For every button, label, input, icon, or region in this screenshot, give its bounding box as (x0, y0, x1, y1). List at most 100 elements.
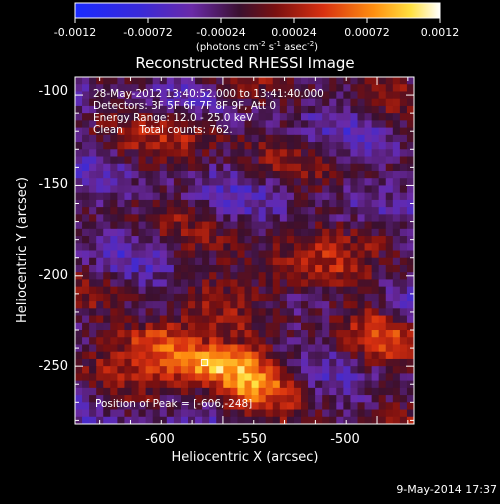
peak-position-label: Position of Peak = [-606,-248] (95, 398, 252, 410)
heatmap-cell (117, 293, 126, 302)
heatmap-cell (173, 409, 182, 418)
heatmap-cell (82, 228, 90, 237)
heatmap-cell (216, 344, 224, 353)
heatmap-cell (89, 387, 97, 396)
heatmap-cell (237, 358, 246, 367)
heatmap-cell (188, 236, 196, 244)
heatmap-cell (385, 163, 394, 172)
heatmap-cell (392, 358, 401, 367)
heatmap-cell (145, 337, 154, 346)
heatmap-cell (180, 156, 189, 165)
heatmap-cell (237, 113, 246, 121)
heatmap-cell (357, 395, 366, 403)
heatmap-cell (251, 192, 260, 201)
heatmap-cell (166, 301, 175, 309)
heatmap-cell (279, 113, 288, 121)
heatmap-cell (173, 127, 182, 136)
heatmap-cell (124, 142, 133, 150)
heatmap-cell (406, 358, 414, 367)
heatmap-cell (124, 344, 133, 353)
heatmap-cell (399, 366, 408, 374)
heatmap-cell (82, 308, 90, 317)
x-tick-label: -550 (237, 432, 267, 447)
heatmap-cell (279, 257, 288, 266)
heatmap-cell (138, 351, 147, 360)
heatmap-cell (209, 344, 217, 353)
heatmap-cell (272, 337, 281, 346)
heatmap-cell (89, 120, 97, 129)
heatmap-cell (244, 373, 253, 382)
heatmap-cell (152, 395, 161, 403)
heatmap-cell (385, 409, 394, 418)
heatmap-cell (399, 322, 408, 331)
heatmap-cell (166, 178, 175, 187)
heatmap-cell (131, 264, 140, 273)
heatmap-cell (237, 199, 246, 208)
heatmap-cell (131, 416, 140, 424)
heatmap-cell (251, 264, 260, 273)
heatmap-cell (392, 156, 401, 165)
heatmap-cell (173, 134, 182, 143)
heatmap-cell (329, 207, 337, 215)
heatmap-cell (237, 279, 246, 288)
heatmap-cell (237, 286, 246, 295)
heatmap-cell (301, 98, 309, 107)
heatmap-cell (251, 301, 260, 309)
heatmap-cell (96, 301, 104, 309)
heatmap-cell (152, 358, 161, 367)
heatmap-cell (117, 77, 126, 85)
heatmap-cell (315, 134, 323, 143)
heatmap-cell (138, 409, 147, 418)
heatmap-cell (89, 301, 97, 309)
heatmap-cell (159, 380, 168, 389)
heatmap-cell (75, 84, 83, 93)
heatmap-cell (237, 228, 246, 237)
heatmap-cell (89, 286, 97, 295)
heatmap-cell (293, 243, 302, 252)
heatmap-cell (159, 257, 168, 266)
heatmap-cell (180, 373, 189, 382)
heatmap-cell (329, 337, 337, 346)
heatmap-cell (322, 315, 330, 324)
heatmap-cell (265, 402, 274, 411)
heatmap-cell (357, 156, 366, 165)
heatmap-cell (110, 264, 118, 273)
heatmap-cell (103, 221, 111, 230)
heatmap-cell (216, 337, 224, 346)
heatmap-cell (159, 236, 168, 244)
heatmap-cell (301, 236, 309, 244)
heatmap-cell (230, 105, 239, 114)
heatmap-cell (251, 149, 260, 158)
heatmap-cell (364, 243, 373, 252)
heatmap-cell (152, 207, 161, 215)
heatmap-cell (293, 315, 302, 324)
heatmap-cell (209, 243, 217, 252)
heatmap-cell (180, 402, 189, 411)
heatmap-cell (237, 293, 246, 302)
heatmap-cell (124, 134, 133, 143)
heatmap-cell (244, 293, 253, 302)
heatmap-cell (286, 395, 295, 403)
colorbar-ticks (74, 18, 441, 23)
heatmap-cell (293, 250, 302, 259)
heatmap-cell (223, 286, 231, 295)
heatmap-cell (103, 250, 111, 259)
heatmap-cell (279, 373, 288, 382)
heatmap-cell (110, 192, 118, 201)
heatmap-cell (251, 337, 260, 346)
heatmap-cell (152, 91, 161, 100)
heatmap-cell (286, 351, 295, 360)
heatmap-cell (89, 178, 97, 187)
heatmap-cell (89, 142, 97, 150)
heatmap-cell (272, 308, 281, 317)
heatmap-cell (195, 77, 203, 85)
heatmap-cell (180, 178, 189, 187)
heatmap-cell (251, 395, 260, 403)
heatmap-cell (131, 373, 140, 382)
heatmap-cell (166, 409, 175, 418)
heatmap-cell (371, 366, 380, 374)
heatmap-cell (406, 77, 414, 85)
heatmap-cell (286, 250, 295, 259)
heatmap-cell (89, 402, 97, 411)
heatmap-cell (265, 105, 274, 114)
